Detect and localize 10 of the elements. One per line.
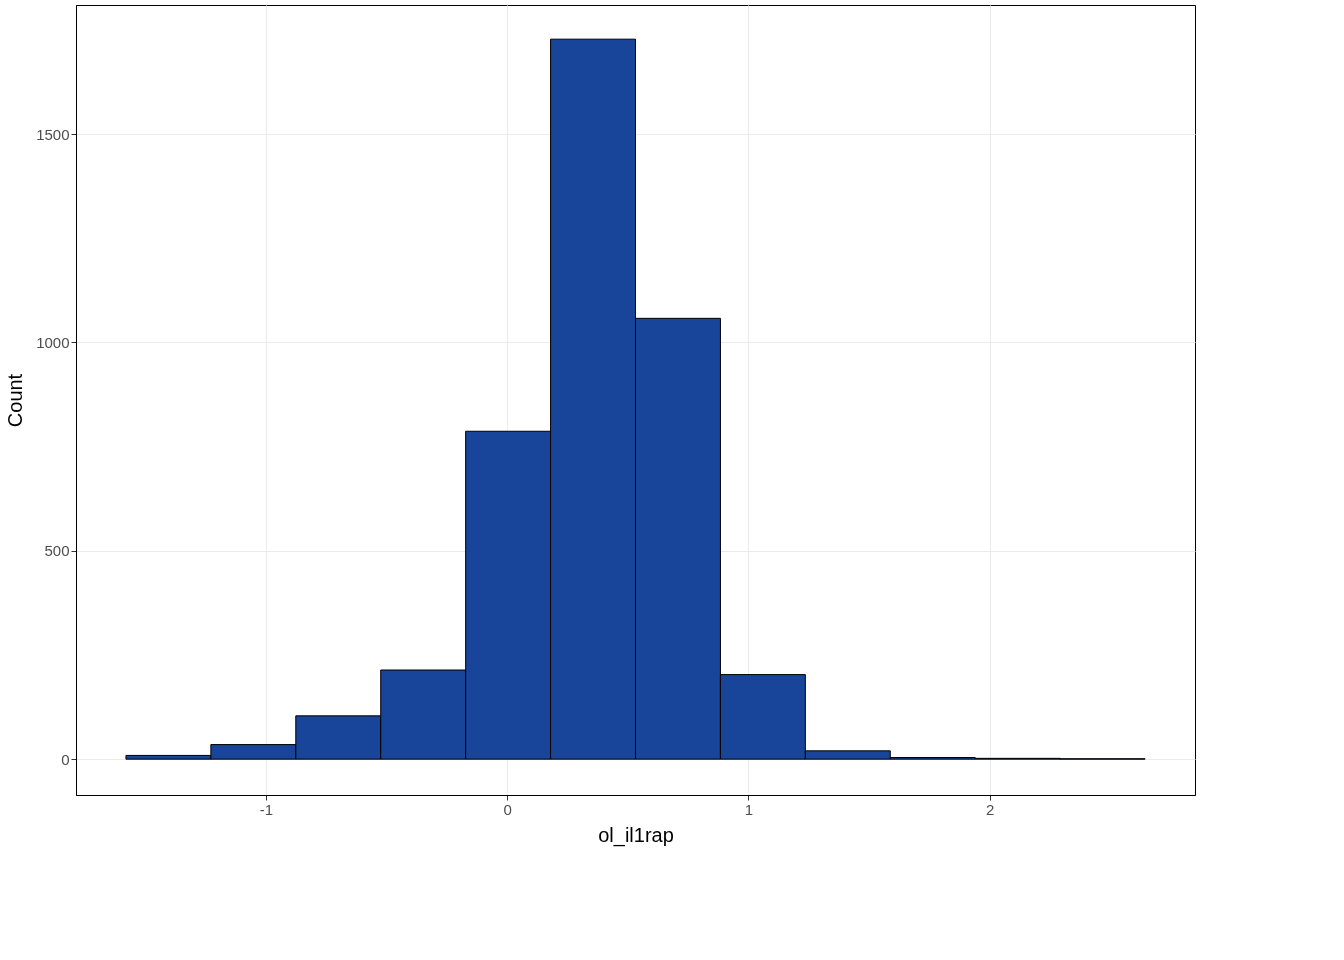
y-tick-label: 0 xyxy=(61,750,70,768)
y-tick-label: 1000 xyxy=(36,334,70,351)
y-tick-label: 500 xyxy=(44,542,70,560)
x-tick-label: 2 xyxy=(986,800,995,818)
x-axis-title: ol_il1rap xyxy=(598,823,674,847)
x-tick-label: -1 xyxy=(259,800,274,818)
y-axis-title: Count xyxy=(4,373,27,428)
x-tick-label: 0 xyxy=(503,800,512,818)
x-tick-label: 1 xyxy=(744,800,754,818)
y-tick-label: 1500 xyxy=(36,125,70,143)
